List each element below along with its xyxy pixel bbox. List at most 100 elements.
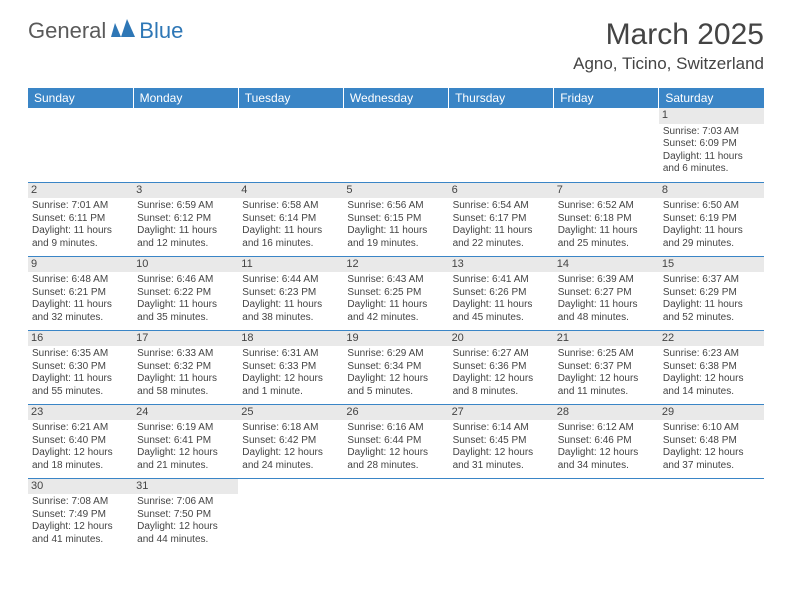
daylight-text: Daylight: 12 hours and 8 minutes. — [453, 373, 550, 398]
calendar-cell: 27Sunrise: 6:14 AMSunset: 6:45 PMDayligh… — [449, 404, 554, 478]
calendar-week-row: 2Sunrise: 7:01 AMSunset: 6:11 PMDaylight… — [28, 182, 764, 256]
day-number: 29 — [659, 405, 764, 421]
calendar-cell: 23Sunrise: 6:21 AMSunset: 6:40 PMDayligh… — [28, 404, 133, 478]
calendar-cell: 20Sunrise: 6:27 AMSunset: 6:36 PMDayligh… — [449, 330, 554, 404]
sunset-text: Sunset: 6:23 PM — [242, 287, 339, 300]
calendar-cell: 18Sunrise: 6:31 AMSunset: 6:33 PMDayligh… — [238, 330, 343, 404]
calendar-cell: 25Sunrise: 6:18 AMSunset: 6:42 PMDayligh… — [238, 404, 343, 478]
daylight-text: Daylight: 11 hours and 38 minutes. — [242, 299, 339, 324]
calendar-cell: 5Sunrise: 6:56 AMSunset: 6:15 PMDaylight… — [343, 182, 448, 256]
sunrise-text: Sunrise: 6:12 AM — [558, 422, 655, 435]
daylight-text: Daylight: 11 hours and 12 minutes. — [137, 225, 234, 250]
sunrise-text: Sunrise: 6:14 AM — [453, 422, 550, 435]
sunset-text: Sunset: 6:34 PM — [347, 361, 444, 374]
sunset-text: Sunset: 6:42 PM — [242, 435, 339, 448]
sunrise-text: Sunrise: 7:08 AM — [32, 496, 129, 509]
daylight-text: Daylight: 11 hours and 45 minutes. — [453, 299, 550, 324]
daylight-text: Daylight: 12 hours and 21 minutes. — [137, 447, 234, 472]
calendar-cell: 29Sunrise: 6:10 AMSunset: 6:48 PMDayligh… — [659, 404, 764, 478]
sunset-text: Sunset: 6:40 PM — [32, 435, 129, 448]
day-number: 25 — [238, 405, 343, 421]
sunset-text: Sunset: 6:15 PM — [347, 213, 444, 226]
daylight-text: Daylight: 12 hours and 44 minutes. — [137, 521, 234, 546]
calendar-cell: 30Sunrise: 7:08 AMSunset: 7:49 PMDayligh… — [28, 478, 133, 552]
sunrise-text: Sunrise: 6:46 AM — [137, 274, 234, 287]
daylight-text: Daylight: 12 hours and 1 minute. — [242, 373, 339, 398]
sunrise-text: Sunrise: 6:41 AM — [453, 274, 550, 287]
calendar-cell: 15Sunrise: 6:37 AMSunset: 6:29 PMDayligh… — [659, 256, 764, 330]
day-number: 31 — [133, 479, 238, 495]
calendar-week-row: 30Sunrise: 7:08 AMSunset: 7:49 PMDayligh… — [28, 478, 764, 552]
daylight-text: Daylight: 11 hours and 58 minutes. — [137, 373, 234, 398]
calendar-cell: 4Sunrise: 6:58 AMSunset: 6:14 PMDaylight… — [238, 182, 343, 256]
calendar-cell — [238, 108, 343, 182]
day-number: 30 — [28, 479, 133, 495]
calendar-header-row: Sunday Monday Tuesday Wednesday Thursday… — [28, 88, 764, 108]
day-number: 20 — [449, 331, 554, 347]
sunrise-text: Sunrise: 6:33 AM — [137, 348, 234, 361]
sunrise-text: Sunrise: 6:50 AM — [663, 200, 760, 213]
col-friday: Friday — [554, 88, 659, 108]
calendar-cell: 13Sunrise: 6:41 AMSunset: 6:26 PMDayligh… — [449, 256, 554, 330]
sunset-text: Sunset: 6:30 PM — [32, 361, 129, 374]
calendar-cell — [554, 108, 659, 182]
col-saturday: Saturday — [659, 88, 764, 108]
calendar-cell — [449, 478, 554, 552]
month-title: March 2025 — [573, 18, 764, 52]
calendar-cell: 8Sunrise: 6:50 AMSunset: 6:19 PMDaylight… — [659, 182, 764, 256]
calendar-cell: 24Sunrise: 6:19 AMSunset: 6:41 PMDayligh… — [133, 404, 238, 478]
calendar-cell — [343, 478, 448, 552]
location: Agno, Ticino, Switzerland — [573, 54, 764, 74]
calendar-week-row: 16Sunrise: 6:35 AMSunset: 6:30 PM Dayligh… — [28, 330, 764, 404]
calendar-cell: 31Sunrise: 7:06 AMSunset: 7:50 PMDayligh… — [133, 478, 238, 552]
calendar-cell: 16Sunrise: 6:35 AMSunset: 6:30 PMDayligh… — [28, 330, 133, 404]
day-number: 24 — [133, 405, 238, 421]
calendar-cell: 19Sunrise: 6:29 AMSunset: 6:34 PMDayligh… — [343, 330, 448, 404]
day-number: 10 — [133, 257, 238, 273]
sunrise-text: Sunrise: 6:35 AM — [32, 348, 129, 361]
sunset-text: Sunset: 6:17 PM — [453, 213, 550, 226]
sunset-text: Sunset: 6:48 PM — [663, 435, 760, 448]
sunset-text: Sunset: 6:41 PM — [137, 435, 234, 448]
day-number: 8 — [659, 183, 764, 199]
calendar-week-row: 9Sunrise: 6:48 AMSunset: 6:21 PMDaylight… — [28, 256, 764, 330]
calendar-cell: 10Sunrise: 6:46 AMSunset: 6:22 PMDayligh… — [133, 256, 238, 330]
daylight-text: Daylight: 12 hours and 14 minutes. — [663, 373, 760, 398]
sunrise-text: Sunrise: 6:58 AM — [242, 200, 339, 213]
header: General Blue March 2025 Agno, Ticino, Sw… — [0, 0, 792, 80]
sunset-text: Sunset: 6:22 PM — [137, 287, 234, 300]
sunrise-text: Sunrise: 7:03 AM — [663, 126, 760, 139]
sunset-text: Sunset: 6:12 PM — [137, 213, 234, 226]
daylight-text: Daylight: 11 hours and 29 minutes. — [663, 225, 760, 250]
sunset-text: Sunset: 6:09 PM — [663, 138, 760, 151]
col-sunday: Sunday — [28, 88, 133, 108]
day-number: 1 — [659, 108, 764, 124]
day-number: 11 — [238, 257, 343, 273]
daylight-text: Daylight: 11 hours and 35 minutes. — [137, 299, 234, 324]
sunrise-text: Sunrise: 7:06 AM — [137, 496, 234, 509]
col-tuesday: Tuesday — [238, 88, 343, 108]
day-number: 12 — [343, 257, 448, 273]
day-number: 13 — [449, 257, 554, 273]
sunset-text: Sunset: 6:33 PM — [242, 361, 339, 374]
daylight-text: Daylight: 12 hours and 41 minutes. — [32, 521, 129, 546]
calendar-cell: 2Sunrise: 7:01 AMSunset: 6:11 PMDaylight… — [28, 182, 133, 256]
sunrise-text: Sunrise: 6:21 AM — [32, 422, 129, 435]
day-number: 14 — [554, 257, 659, 273]
daylight-text: Daylight: 12 hours and 24 minutes. — [242, 447, 339, 472]
calendar-cell: 7Sunrise: 6:52 AMSunset: 6:18 PMDaylight… — [554, 182, 659, 256]
day-number: 16 — [28, 331, 133, 347]
calendar-cell — [28, 108, 133, 182]
sunset-text: Sunset: 6:45 PM — [453, 435, 550, 448]
sunset-text: Sunset: 6:18 PM — [558, 213, 655, 226]
sunrise-text: Sunrise: 6:37 AM — [663, 274, 760, 287]
daylight-text: Daylight: 11 hours and 16 minutes. — [242, 225, 339, 250]
calendar-cell: 11Sunrise: 6:44 AMSunset: 6:23 PMDayligh… — [238, 256, 343, 330]
day-number: 6 — [449, 183, 554, 199]
calendar-cell: 22Sunrise: 6:23 AMSunset: 6:38 PMDayligh… — [659, 330, 764, 404]
logo: General Blue — [28, 18, 183, 44]
calendar-cell — [659, 478, 764, 552]
sunrise-text: Sunrise: 6:52 AM — [558, 200, 655, 213]
logo-text-blue: Blue — [139, 18, 183, 44]
sunrise-text: Sunrise: 6:54 AM — [453, 200, 550, 213]
